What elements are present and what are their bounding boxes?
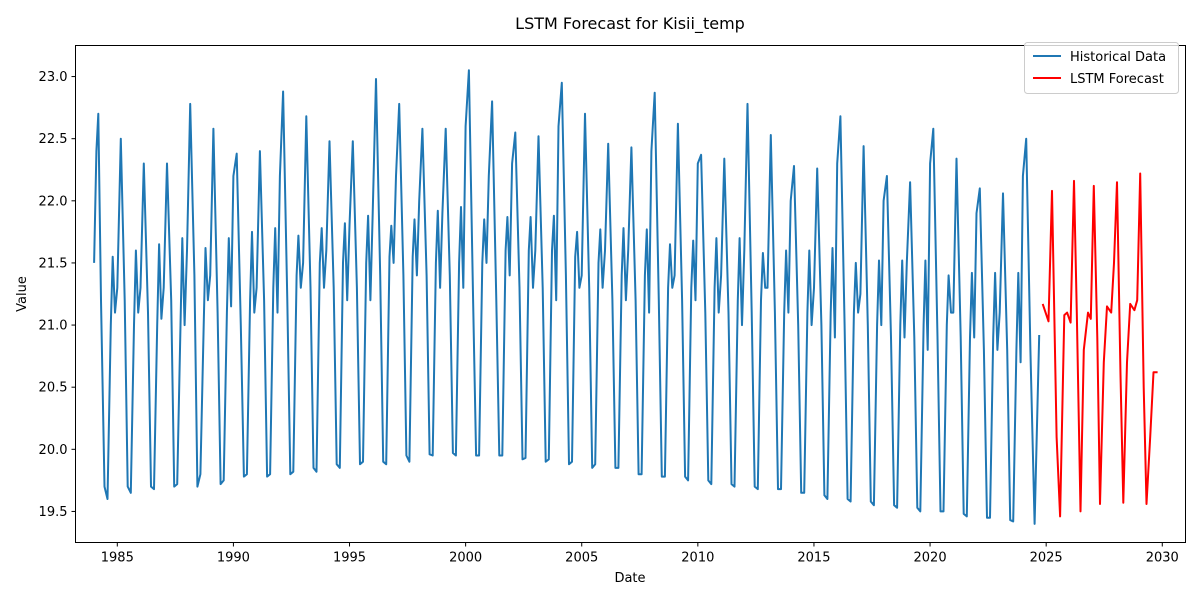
chart-title: LSTM Forecast for Kisii_temp (515, 14, 745, 34)
legend-label-forecast: LSTM Forecast (1070, 72, 1164, 87)
x-tick-label: 2010 (681, 551, 714, 566)
x-tick-label: 2000 (449, 551, 482, 566)
y-tick-label: 19.5 (39, 505, 68, 520)
y-tick-label: 22.5 (39, 132, 68, 147)
x-tick-label: 2005 (565, 551, 598, 566)
lstm-forecast-line (1041, 172, 1158, 518)
y-axis-ticks: 19.5 20.0 20.5 21.0 21.5 22.0 22.5 23.0 (39, 70, 76, 520)
legend: Historical Data LSTM Forecast (1024, 42, 1179, 94)
y-tick-label: 20.5 (39, 381, 68, 396)
legend-box (1024, 42, 1179, 94)
x-axis-ticks: 1985 1990 1995 2000 2005 2010 2015 2020 2025 2030 (101, 542, 1179, 566)
y-tick-label: 21.0 (39, 319, 68, 334)
x-tick-label: 2020 (914, 551, 947, 566)
x-tick-label: 1995 (333, 551, 366, 566)
y-tick-label: 21.5 (39, 256, 68, 271)
x-tick-label: 1985 (101, 551, 134, 566)
x-tick-label: 1990 (217, 551, 250, 566)
plot-area (75, 45, 1186, 543)
x-tick-label: 2015 (797, 551, 830, 566)
y-axis-label: Value (15, 276, 30, 312)
y-tick-label: 20.0 (39, 443, 68, 458)
y-tick-label: 22.0 (39, 194, 68, 209)
legend-label-historical: Historical Data (1070, 50, 1166, 65)
x-tick-label: 2030 (1146, 551, 1179, 566)
historical-data-line (93, 69, 1041, 525)
x-axis-label: Date (614, 571, 645, 586)
x-tick-label: 2025 (1030, 551, 1063, 566)
series-layer (93, 69, 1158, 525)
plot-frame (75, 45, 1186, 543)
y-tick-label: 23.0 (39, 70, 68, 85)
